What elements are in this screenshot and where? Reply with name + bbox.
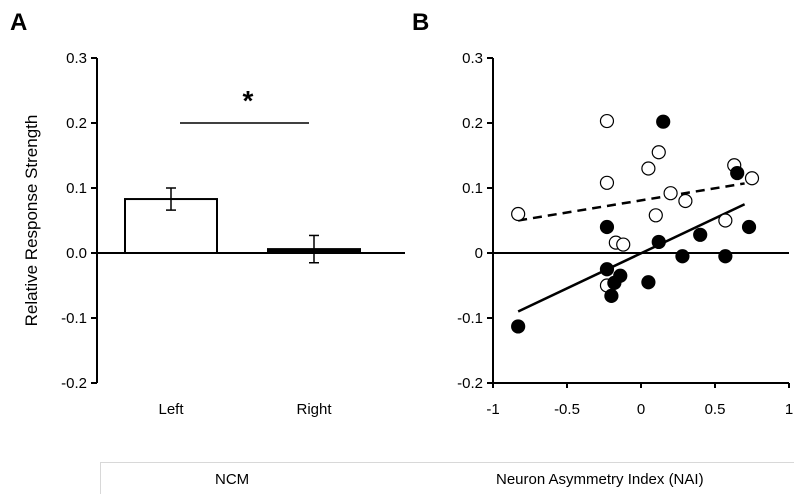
trend-line-solid <box>517 203 746 313</box>
filled-point <box>511 319 526 334</box>
filled-point <box>599 219 615 235</box>
open-point <box>511 206 526 222</box>
open-point <box>678 193 693 209</box>
y-tick-label-a: 0.1 <box>66 180 87 197</box>
category-label: Left <box>158 401 184 418</box>
y-tick-label-b: -0.2 <box>457 375 483 392</box>
footer-label-nai: Neuron Asymmetry Index (NAI) <box>496 471 704 488</box>
category-label: Right <box>296 401 332 418</box>
x-tick-label-b: -1 <box>486 401 499 418</box>
footer-label-ncm: NCM <box>215 471 250 488</box>
footer-bar <box>100 462 794 494</box>
y-tick-label-a: 0.3 <box>66 50 87 67</box>
filled-point <box>741 219 757 235</box>
open-point <box>651 145 666 160</box>
x-tick-label-b: -0.5 <box>554 401 580 418</box>
panel-label-b: B <box>412 9 429 36</box>
x-tick-label-b: 0.5 <box>705 401 726 418</box>
open-point <box>718 213 733 228</box>
y-tick-label-a: -0.2 <box>61 375 87 392</box>
y-axis-label-a: Relative Response Strength <box>22 115 41 327</box>
filled-point <box>718 249 733 264</box>
open-point <box>616 237 631 252</box>
open-point <box>599 113 615 129</box>
open-point <box>744 171 760 186</box>
filled-point <box>651 234 666 250</box>
y-tick-label-b: -0.1 <box>457 310 483 327</box>
filled-point <box>693 227 708 242</box>
panel-label-a: A <box>10 9 27 36</box>
y-tick-label-b: 0.1 <box>462 180 483 197</box>
filled-point <box>604 288 619 303</box>
y-tick-label-a: 0.0 <box>66 245 87 262</box>
y-tick-label-b: 0 <box>475 245 483 262</box>
y-tick-label-b: 0.2 <box>462 115 483 132</box>
filled-point <box>730 165 745 181</box>
open-point <box>663 186 678 201</box>
y-tick-label-a: -0.1 <box>61 310 87 327</box>
filled-point <box>675 249 690 264</box>
y-tick-label-b: 0.3 <box>462 50 483 67</box>
filled-point <box>613 268 628 283</box>
significance-marker: * <box>243 85 254 116</box>
filled-point <box>599 262 615 277</box>
open-point <box>599 175 615 190</box>
open-point <box>641 161 656 176</box>
filled-point <box>656 114 671 129</box>
open-point <box>648 208 663 223</box>
filled-point <box>641 275 656 290</box>
x-tick-label-b: 1 <box>785 401 793 418</box>
y-tick-label-a: 0.2 <box>66 115 87 132</box>
x-tick-label-b: 0 <box>637 401 645 418</box>
trend-line-dashed <box>517 182 745 222</box>
